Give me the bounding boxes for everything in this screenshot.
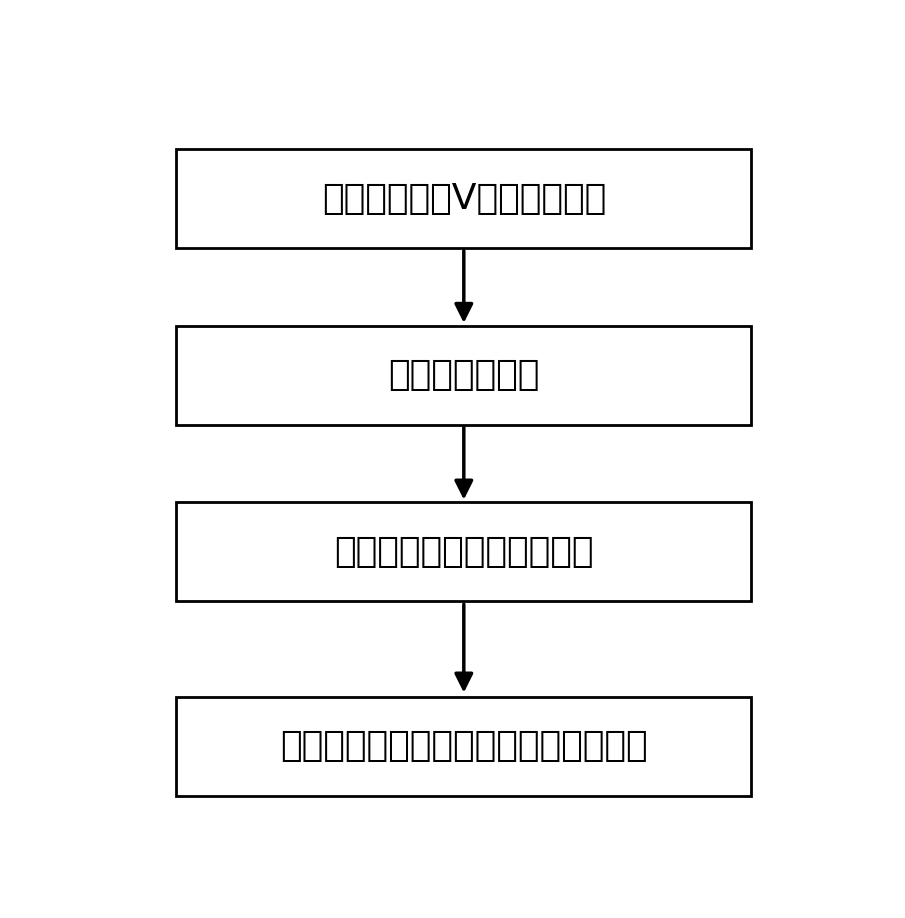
Bar	[176, 502, 751, 601]
Text: 设置完成一个V型扫描的周期: 设置完成一个V型扫描的周期	[321, 182, 606, 216]
Bar	[176, 326, 751, 425]
Text: 计算子观测带方位向分辨率: 计算子观测带方位向分辨率	[334, 535, 594, 569]
Bar	[176, 697, 751, 796]
Text: 计算组合观测带地距幅宽和方位向幅宽: 计算组合观测带地距幅宽和方位向幅宽	[280, 729, 648, 764]
Text: 设置子观测带数: 设置子观测带数	[388, 358, 539, 392]
Bar	[176, 149, 751, 248]
